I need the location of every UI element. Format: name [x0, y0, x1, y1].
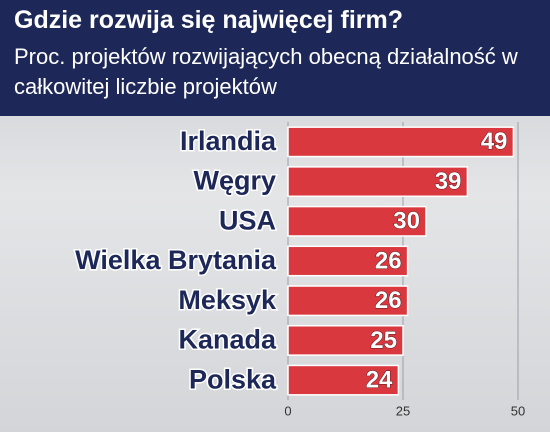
x-tick-label: 25 — [396, 403, 410, 418]
x-tick-label: 0 — [284, 403, 291, 418]
bar — [287, 205, 427, 237]
bar — [287, 166, 469, 198]
y-tick-label: Wielka Brytania — [75, 245, 277, 275]
value-label: 26 — [375, 287, 402, 314]
value-label: 39 — [435, 168, 462, 195]
y-tick-label: Kanada — [178, 325, 277, 355]
value-label: 49 — [481, 128, 508, 155]
bar — [287, 126, 515, 158]
value-label: 24 — [366, 366, 393, 393]
header: Gdzie rozwija się najwięcej firm? Proc. … — [0, 0, 550, 116]
value-label: 26 — [375, 247, 402, 274]
value-label: 30 — [393, 208, 420, 235]
y-tick-label: Polska — [189, 364, 277, 394]
y-tick-label: Meksyk — [178, 285, 277, 315]
value-label: 25 — [370, 327, 397, 354]
y-tick-label: Irlandia — [180, 126, 277, 156]
bar — [287, 324, 404, 356]
x-tick-label: 50 — [511, 403, 525, 418]
y-tick-label: Węgry — [193, 166, 276, 196]
bar — [287, 364, 400, 396]
chart-title: Gdzie rozwija się najwięcej firm? — [14, 6, 404, 34]
chart-subtitle: Proc. projektów rozwijających obecną dzi… — [14, 44, 518, 99]
y-tick-label: USA — [219, 205, 276, 235]
bar — [287, 245, 409, 277]
bar — [287, 285, 409, 317]
